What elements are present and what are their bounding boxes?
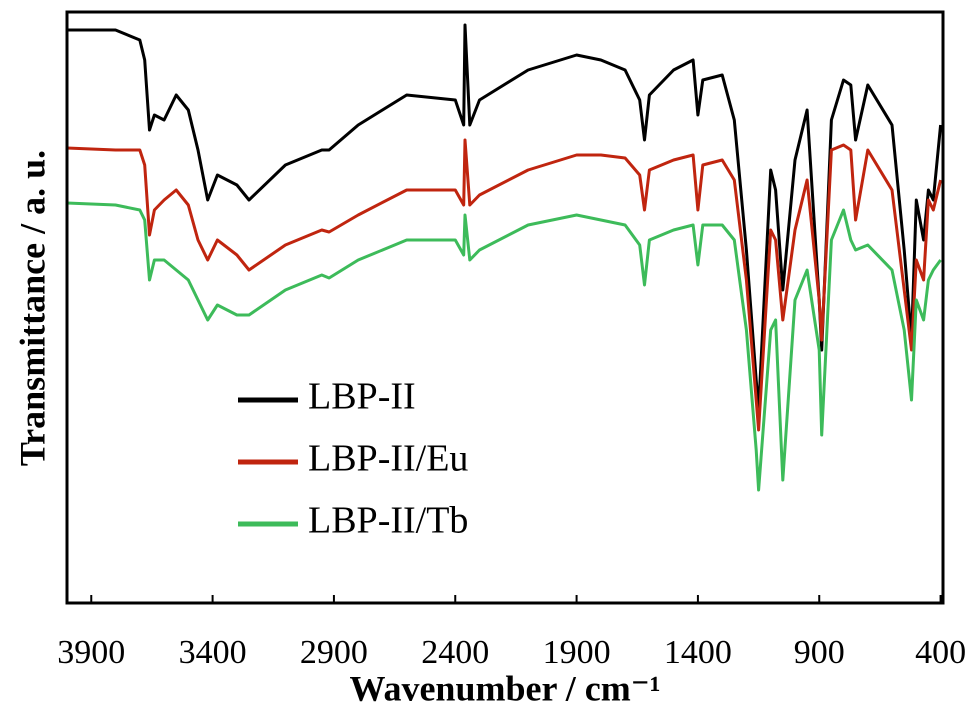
x-tick-label: 3900 [57, 634, 125, 671]
x-tick-label: 3400 [179, 634, 247, 671]
legend-label: LBP-II/Tb [308, 500, 468, 542]
series-line [66, 138, 943, 432]
x-tick-label: 1400 [664, 634, 732, 671]
x-axis-title: Wavenumber / cm⁻¹ [349, 668, 660, 708]
plot-frame [65, 10, 945, 605]
y-axis-title: Transmittance / a. u. [12, 150, 52, 466]
legend-label: LBP-II [308, 376, 416, 418]
x-tick-label: 2900 [300, 634, 368, 671]
x-tick-label: 1900 [543, 634, 611, 671]
x-tick-label: 400 [915, 634, 966, 671]
x-tick-label: 900 [794, 634, 845, 671]
legend-label: LBP-II/Eu [308, 438, 468, 480]
series-line [67, 23, 943, 412]
series-line [66, 201, 942, 492]
x-tick-label: 2400 [421, 634, 489, 671]
